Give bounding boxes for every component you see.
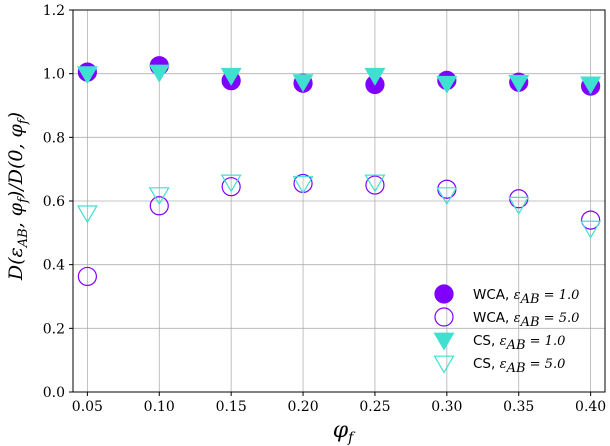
data-point: [77, 266, 97, 287]
data-point: [148, 64, 170, 83]
series-4: [76, 174, 602, 239]
y-tick-label: 0.0: [43, 385, 65, 401]
data-point: [436, 75, 458, 94]
legend-entry: CS, εAB = 5.0: [433, 355, 565, 376]
x-tick-label: 0.25: [359, 399, 390, 415]
y-tick-label: 0.6: [43, 194, 65, 210]
x-tick-label: 0.05: [72, 399, 103, 415]
data-point: [364, 174, 386, 193]
x-tick-label: 0.35: [503, 399, 534, 415]
data-point: [76, 205, 98, 224]
legend-label: WCA, εAB = 1.0: [473, 287, 579, 307]
series-2: [77, 173, 601, 287]
legend-marker: [434, 284, 454, 304]
legend-label: WCA, εAB = 5.0: [473, 310, 579, 330]
data-point: [292, 176, 314, 195]
legend-marker: [433, 332, 455, 351]
y-tick-label: 0.2: [43, 321, 65, 337]
legend: WCA, εAB = 1.0 WCA, εAB = 5.0 CS, εAB = 1.…: [433, 284, 579, 376]
data-point: [508, 196, 530, 215]
data-marks: [76, 56, 602, 287]
data-point: [436, 187, 458, 206]
data-point: [508, 74, 530, 93]
x-axis-label: φf: [333, 418, 356, 446]
y-tick-label: 1.0: [43, 67, 65, 83]
data-point: [148, 187, 170, 206]
data-point: [580, 220, 602, 239]
data-point: [220, 174, 242, 193]
data-point: [149, 196, 169, 216]
legend-label: CS, εAB = 1.0: [473, 333, 565, 353]
legend-entry: WCA, εAB = 5.0: [434, 307, 579, 330]
x-tick-label: 0.20: [287, 399, 318, 415]
y-tick-label: 0.4: [43, 258, 65, 274]
legend-entry: CS, εAB = 1.0: [433, 332, 565, 353]
legend-marker: [433, 355, 455, 374]
y-tick-label: 0.8: [43, 130, 65, 146]
data-point: [581, 210, 601, 230]
legend-label: CS, εAB = 5.0: [473, 356, 565, 376]
data-point: [292, 74, 314, 93]
data-point: [580, 76, 602, 95]
axis-ticks: 0.05 0.10 0.15 0.20 0.25 0.30 0.35 0.40 0.0 0.2 0.…: [43, 3, 606, 415]
legend-entry: WCA, εAB = 1.0: [434, 284, 579, 307]
data-point: [220, 67, 242, 86]
x-tick-label: 0.40: [575, 399, 606, 415]
data-point: [221, 177, 241, 197]
x-tick-label: 0.10: [144, 399, 175, 415]
data-point: [364, 67, 386, 86]
y-axis-label: D(εAB, φf)/D(0, φf): [5, 112, 31, 281]
series-3: [76, 64, 602, 95]
legend-marker: [434, 307, 454, 327]
x-tick-label: 0.15: [216, 399, 247, 415]
y-tick-label: 1.2: [43, 3, 65, 19]
data-point: [365, 175, 385, 195]
data-point: [76, 66, 98, 85]
x-tick-label: 0.30: [431, 399, 462, 415]
